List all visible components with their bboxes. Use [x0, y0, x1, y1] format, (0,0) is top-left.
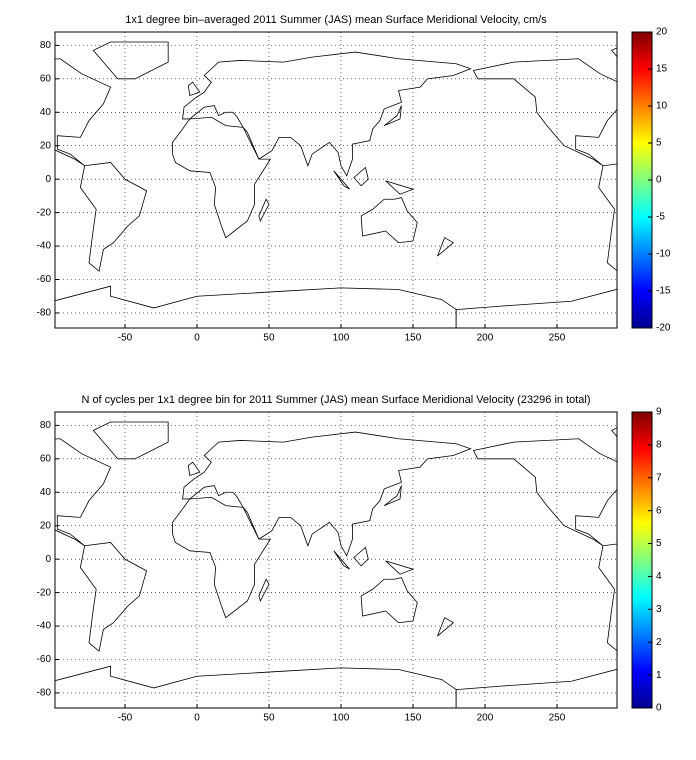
y-tick-label: -40 [37, 241, 52, 252]
y-tick-label: 20 [40, 140, 52, 151]
coastline [598, 543, 617, 652]
y-tick-label: 60 [40, 73, 52, 84]
y-tick-label: -80 [37, 688, 52, 699]
x-tick-label: 200 [477, 713, 494, 724]
coastline [333, 170, 350, 190]
coastline [383, 105, 402, 127]
coastline [182, 431, 472, 557]
y-tick-label: 40 [40, 487, 52, 498]
colorbar-tick-label: 7 [656, 472, 662, 483]
land [55, 421, 696, 708]
coastline [385, 180, 415, 195]
colorbar-tick-label: 5 [656, 538, 662, 549]
axes-frame [54, 31, 618, 329]
coastline [455, 668, 617, 708]
coastline [360, 577, 418, 624]
coastline [182, 51, 472, 177]
colorbar-tick-label: 1 [656, 670, 662, 681]
colorbar-tick-label: 0 [656, 175, 662, 186]
coastline [455, 288, 617, 328]
colorbar-tick-label: -15 [656, 286, 671, 297]
x-tick-label: 100 [333, 713, 350, 724]
y-tick-label: -80 [37, 308, 52, 319]
y-tick-label: -20 [37, 207, 52, 218]
colorbar-tick-label: 8 [656, 440, 662, 451]
colorbar-tick-label: -20 [656, 323, 671, 334]
coastline [172, 116, 272, 239]
colorbar-tick-label: 5 [656, 138, 662, 149]
colorbar-tick-label: 20 [656, 27, 668, 38]
coastline [172, 496, 272, 619]
coastline [383, 485, 402, 507]
colorbar-tick-label: -10 [656, 249, 671, 260]
colorbar-tick-label: 4 [656, 571, 662, 582]
colorbar-tick-label: 2 [656, 637, 662, 648]
coastline [437, 237, 454, 257]
y-tick-label: 40 [40, 107, 52, 118]
y-tick-label: -40 [37, 621, 52, 632]
coastline [55, 58, 112, 167]
coastline [360, 197, 418, 244]
x-tick-label: 150 [405, 333, 422, 344]
colorbar-tick-label: 9 [656, 407, 662, 418]
coastline [472, 58, 617, 167]
colorbar-tick-label: 10 [656, 101, 668, 112]
y-tick-label: 20 [40, 520, 52, 531]
coastline [333, 550, 350, 570]
colorbar-tick-label: 3 [656, 604, 662, 615]
y-tick-label: 0 [45, 554, 51, 565]
coastline [353, 166, 369, 187]
colorbar-tick-label: 0 [656, 703, 662, 714]
y-tick-label: -20 [37, 587, 52, 598]
x-tick-label: 150 [405, 713, 422, 724]
coastline [691, 117, 696, 237]
y-tick-label: 80 [40, 40, 52, 51]
coastline [598, 163, 617, 272]
coastline [55, 438, 112, 547]
coastline [437, 617, 454, 637]
y-tick-label: -60 [37, 274, 52, 285]
y-tick-label: 60 [40, 453, 52, 464]
x-tick-label: 0 [194, 333, 200, 344]
x-tick-label: 50 [263, 713, 275, 724]
coastline [258, 578, 270, 603]
x-tick-label: -50 [118, 713, 133, 724]
y-tick-label: -60 [37, 654, 52, 665]
colorbar-tick-label: 15 [656, 64, 668, 75]
x-tick-label: 250 [549, 333, 566, 344]
x-tick-label: 100 [333, 333, 350, 344]
x-tick-label: 50 [263, 333, 275, 344]
chart-title: N of cycles per 1x1 degree bin for 2011 … [81, 394, 590, 406]
coastline [472, 438, 617, 547]
colorbar [631, 411, 653, 709]
chart-title: 1x1 degree bin–averaged 2011 Summer (JAS… [125, 14, 547, 26]
x-tick-label: 0 [194, 713, 200, 724]
colorbar-tick-label: 6 [656, 505, 662, 516]
land [55, 41, 696, 328]
coastline [258, 198, 270, 223]
x-tick-label: 200 [477, 333, 494, 344]
x-tick-label: 250 [549, 713, 566, 724]
axes-frame [54, 411, 618, 709]
x-tick-label: -50 [118, 333, 133, 344]
colorbar-tick-label: -5 [656, 212, 665, 223]
coastline [611, 47, 617, 58]
y-tick-label: 80 [40, 420, 52, 431]
coastline [611, 427, 617, 438]
coastline [691, 497, 696, 617]
coastline [353, 546, 369, 567]
y-tick-label: 0 [45, 174, 51, 185]
coastline [385, 560, 415, 575]
